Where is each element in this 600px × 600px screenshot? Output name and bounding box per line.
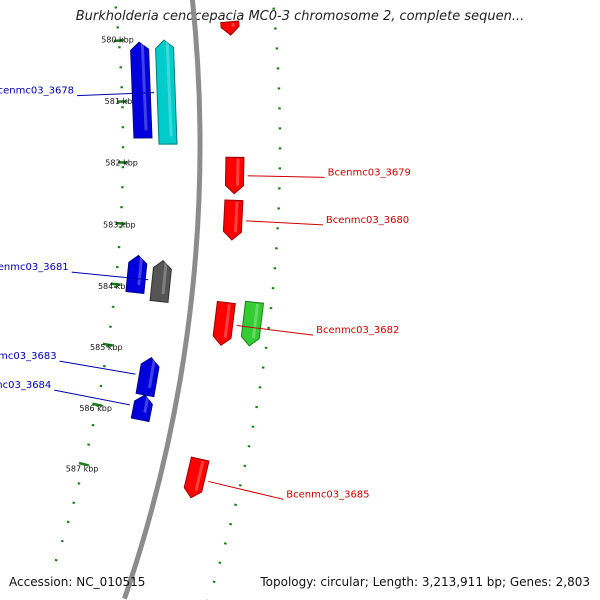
tick-label: 583 kbp bbox=[103, 220, 136, 229]
genome-summary-text: Topology: circular; Length: 3,213,911 bp… bbox=[260, 575, 590, 589]
gene-highlight bbox=[194, 460, 205, 491]
gene-label-bcenmc03_3678[interactable]: Bcenmc03_3678 bbox=[0, 86, 74, 97]
gene-label-layer: Bcenmc03_3678 Bcenmc03_3679 Bcenmc03_3680 B… bbox=[0, 86, 411, 501]
tick-label: 584 kbp bbox=[98, 282, 131, 291]
tick-mark bbox=[78, 461, 90, 467]
gene-highlight bbox=[234, 201, 239, 233]
gene-feature-bcenmc03_3680[interactable] bbox=[222, 199, 244, 241]
gene-label-leader bbox=[236, 325, 314, 336]
outer-tick-ring bbox=[206, 0, 282, 600]
gene-highlight bbox=[223, 304, 231, 338]
gene-feature-gene-0[interactable] bbox=[220, 20, 240, 36]
gene-feature-gene-2[interactable] bbox=[130, 41, 153, 139]
gene-highlight bbox=[161, 262, 168, 295]
gene-label-bcenmc03_3684[interactable]: Bcenmc03_3684 bbox=[0, 380, 51, 391]
tick-mark bbox=[115, 221, 126, 225]
gene-feature-bcenmc03_3682[interactable] bbox=[212, 301, 236, 346]
accession-text: Accession: NC_010515 bbox=[9, 575, 146, 589]
gene-label-leader bbox=[77, 92, 155, 97]
gene-label-bcenmc03_3679[interactable]: Bcenmc03_3679 bbox=[328, 167, 411, 178]
gene-layer bbox=[125, 20, 265, 499]
tick-mark bbox=[113, 38, 124, 43]
gene-label-leader bbox=[247, 175, 325, 178]
gene-feature-bcenmc03_3685[interactable] bbox=[183, 456, 210, 499]
gene-label-bcenmc03_3680[interactable]: Bcenmc03_3680 bbox=[326, 215, 409, 226]
gene-highlight bbox=[143, 396, 150, 413]
gene-highlight bbox=[236, 158, 240, 186]
gene-label-bcenmc03_3685[interactable]: Bcenmc03_3685 bbox=[286, 489, 369, 500]
gene-highlight bbox=[147, 359, 156, 389]
gene-highlight bbox=[140, 43, 148, 131]
tick-mark bbox=[102, 342, 113, 347]
tick-mark bbox=[110, 282, 121, 286]
gene-feature-bcenmc03_3678[interactable] bbox=[155, 39, 178, 145]
tick-label: 585 kbp bbox=[90, 343, 123, 352]
gene-highlight bbox=[137, 256, 143, 286]
tick-label: 582 kbp bbox=[105, 159, 138, 168]
map-title: Burkholderia cenocepacia MC0-3 chromosom… bbox=[75, 9, 525, 24]
tick-layer: 580 kbp 581 kbp 582 kbp 583 kbp 584 kbp 585 k… bbox=[50, 0, 282, 600]
gene-feature-bcenmc03_3683[interactable] bbox=[135, 357, 160, 398]
gene-label-bcenmc03_3682[interactable]: Bcenmc03_3682 bbox=[316, 325, 399, 336]
chromosome-backbone bbox=[122, 0, 203, 600]
gene-label-leader bbox=[208, 480, 284, 500]
tick-label: 587 kbp bbox=[66, 464, 99, 473]
tick-mark bbox=[92, 402, 103, 407]
gene-label-bcenmc03_3683[interactable]: Bcenmc03_3683 bbox=[0, 351, 57, 362]
gene-highlight bbox=[165, 41, 173, 137]
tick-label: 580 kbp bbox=[101, 35, 134, 44]
gene-label-leader bbox=[54, 389, 130, 406]
gene-label-bcenmc03_3681[interactable]: Bcenmc03_3681 bbox=[0, 262, 69, 273]
gene-feature-bcenmc03_3679[interactable] bbox=[224, 156, 245, 195]
tick-label: 586 kbp bbox=[79, 404, 112, 413]
gene-label-leader bbox=[71, 271, 149, 281]
gene-label-leader bbox=[59, 360, 136, 375]
gene-feature-gene-6[interactable] bbox=[125, 254, 148, 294]
gene-highlight bbox=[251, 303, 259, 339]
tick-label: 581 kbp bbox=[105, 97, 138, 106]
gene-feature-bcenmc03_3684[interactable] bbox=[130, 394, 153, 423]
gene-feature-gene-8[interactable] bbox=[240, 300, 265, 347]
gene-feature-bcenmc03_3681[interactable] bbox=[149, 260, 172, 304]
gene-label-leader bbox=[245, 220, 323, 226]
